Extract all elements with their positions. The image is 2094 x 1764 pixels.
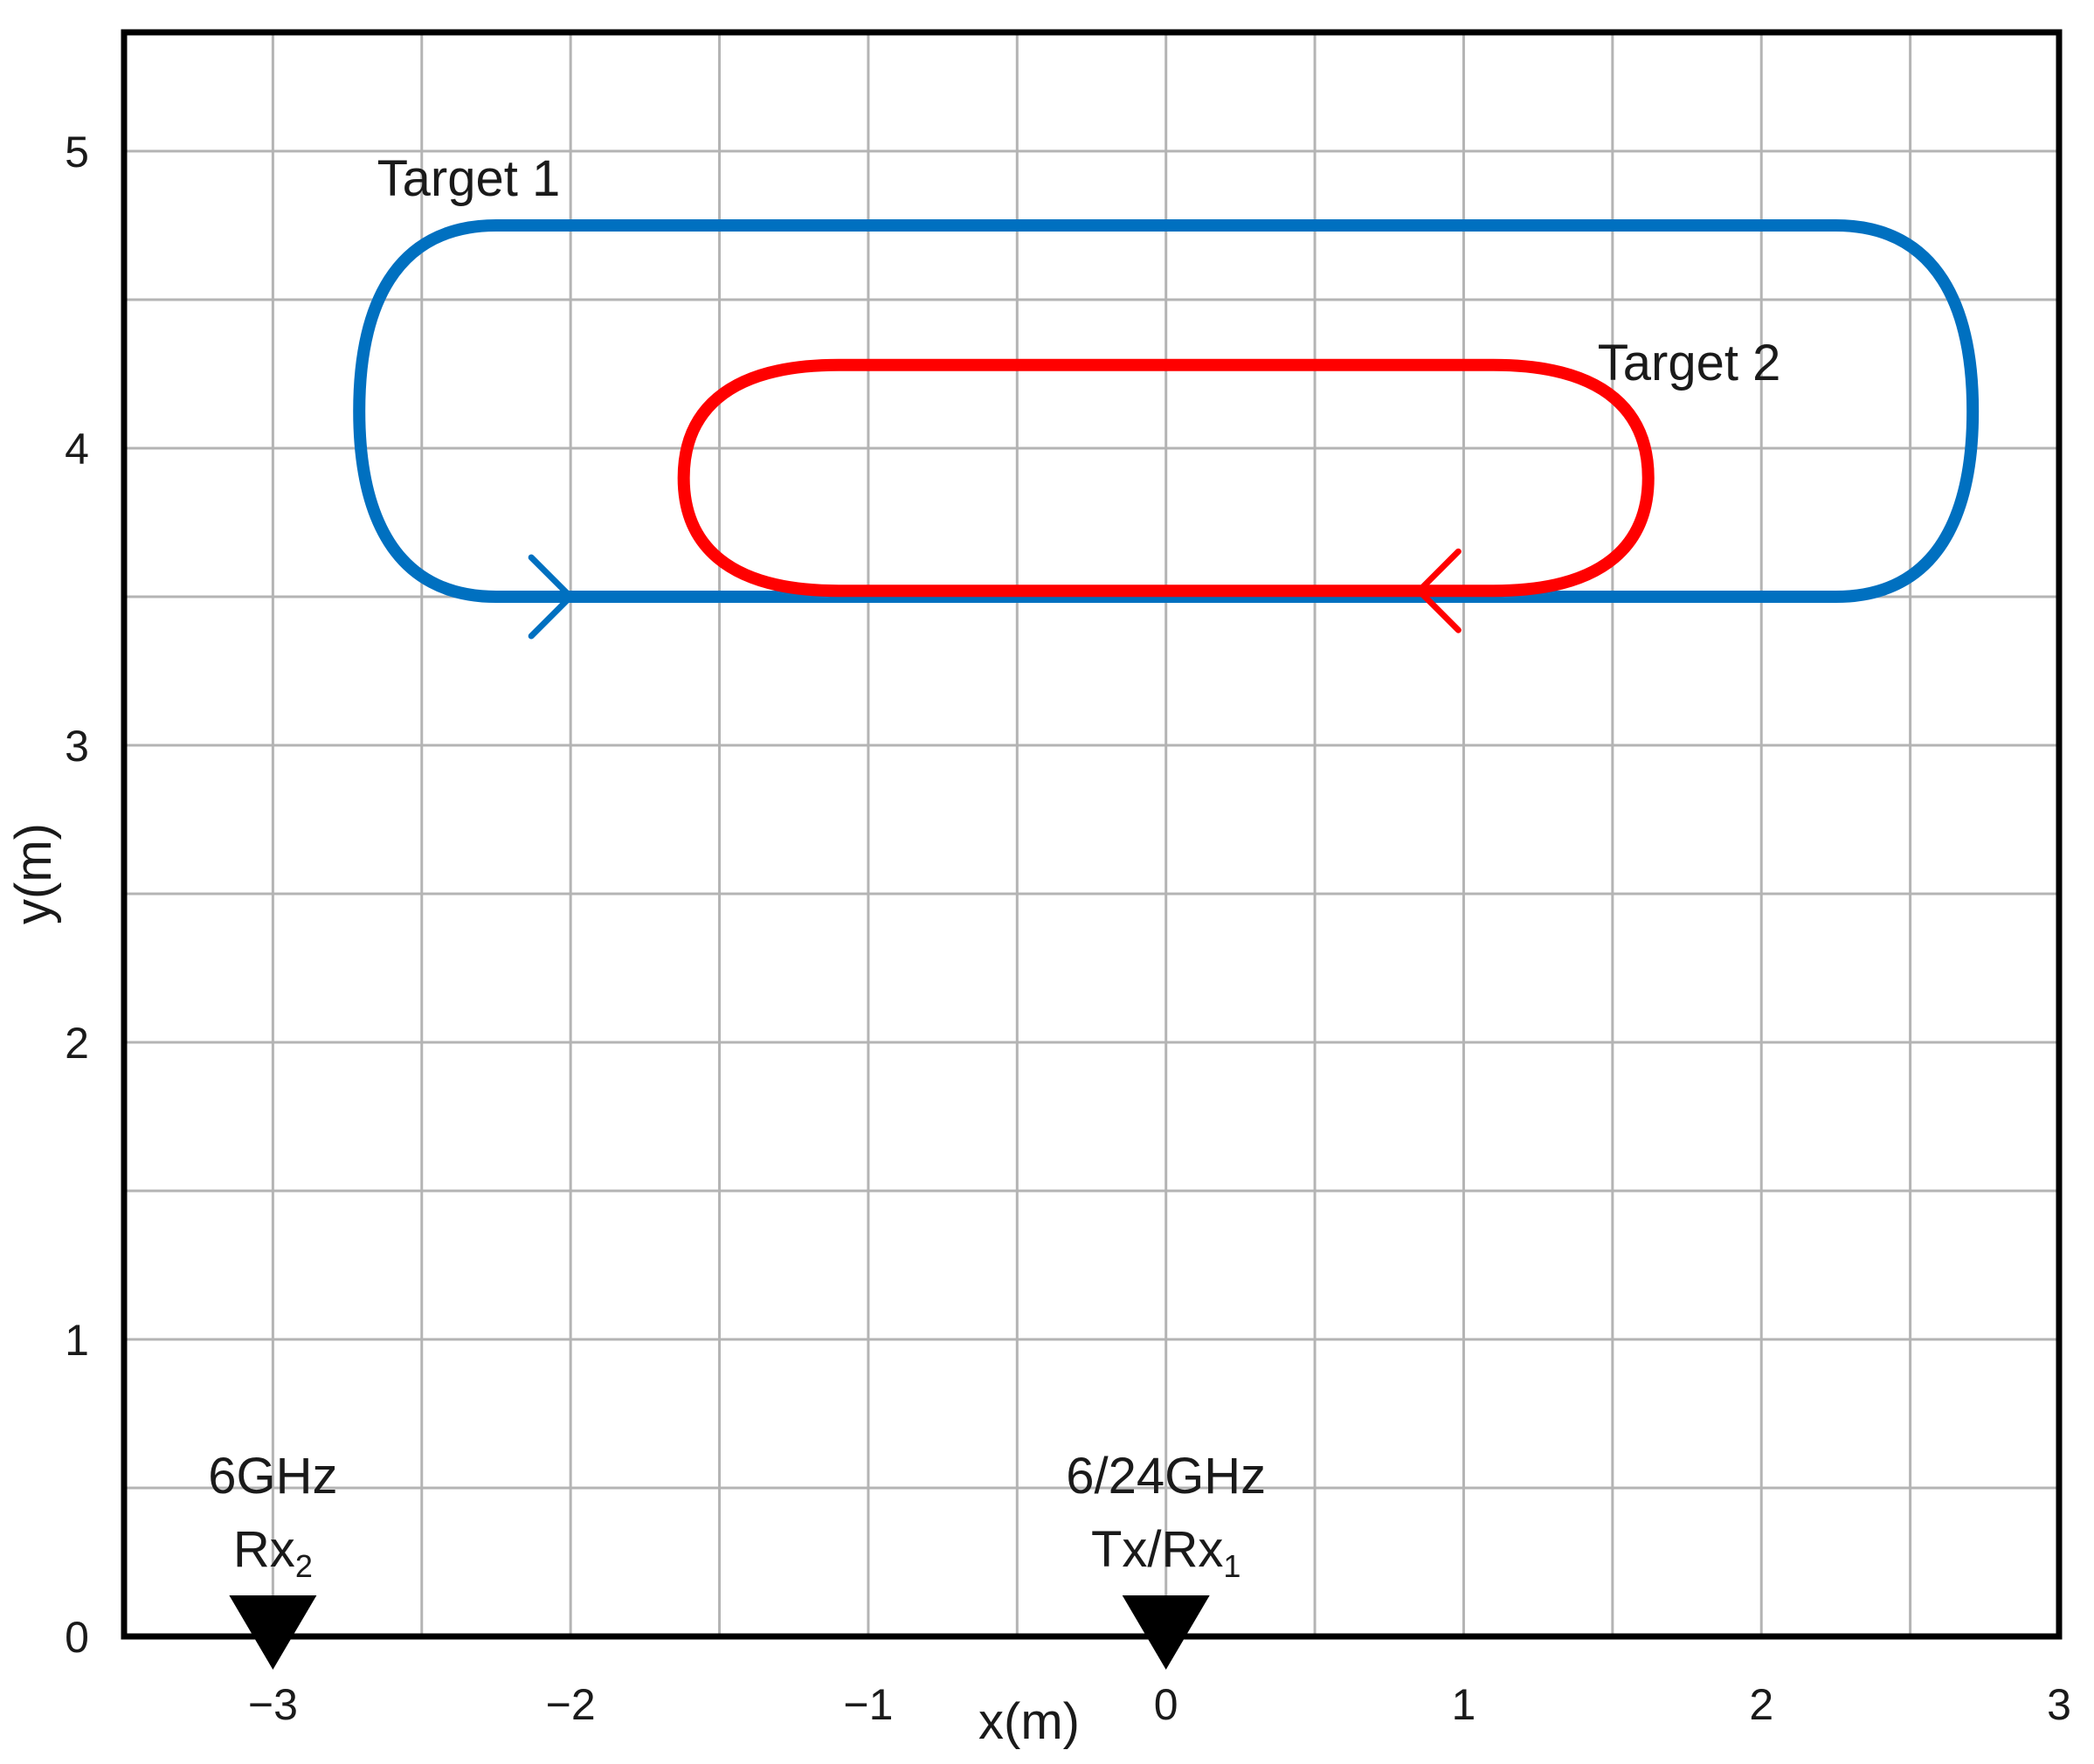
y-tick-label: 1 <box>65 1316 89 1365</box>
antenna-role-label: Tx/Rx1 <box>1091 1521 1241 1584</box>
antenna-marker-icon <box>1122 1595 1210 1670</box>
antenna-marker-icon <box>229 1595 317 1670</box>
x-tick-label: 2 <box>1749 1680 1773 1729</box>
y-tick-label: 5 <box>65 128 89 176</box>
grid <box>122 32 2061 1638</box>
x-tick-label: 0 <box>1154 1680 1178 1729</box>
y-tick-label: 0 <box>65 1613 89 1662</box>
y-tick-label: 3 <box>65 722 89 771</box>
series-label-target-1: Target 1 <box>377 150 561 207</box>
antenna-role-label: Rx2 <box>233 1521 313 1584</box>
plot-frame <box>121 29 2063 1640</box>
x-tick-label: −3 <box>248 1680 298 1729</box>
x-tick-label: 1 <box>1452 1680 1476 1729</box>
series-labels: Target 1 Target 2 <box>377 150 1781 391</box>
y-tick-label: 4 <box>65 425 89 474</box>
antenna-role-subscript: 2 <box>295 1548 313 1584</box>
y-axis-label: y(m) <box>5 823 62 924</box>
plot-border <box>121 29 2063 1640</box>
series-layer <box>353 219 1980 640</box>
direction-arrow-target-2 <box>1414 548 1462 633</box>
x-tick-label: −1 <box>843 1680 893 1729</box>
x-tick-label: 3 <box>2047 1680 2071 1729</box>
direction-arrow-target-1 <box>528 554 576 640</box>
antenna-band-label: 6GHz <box>208 1448 337 1505</box>
series-line-target-2 <box>677 358 1655 598</box>
series-label-target-2: Target 2 <box>1598 335 1781 391</box>
x-axis-label: x(m) <box>978 1693 1080 1750</box>
series-line-target-1 <box>353 219 1980 603</box>
x-tick-label: −2 <box>546 1680 596 1729</box>
antenna-role-main: Tx/Rx <box>1091 1521 1223 1578</box>
antenna-role-main: Rx <box>233 1521 295 1578</box>
y-tick-label: 2 <box>65 1019 89 1068</box>
marker-layer: 6GHz Rx2 6/24GHz Tx/Rx1 <box>208 1448 1266 1670</box>
tick-labels: −3 −2 −1 0 1 2 3 0 1 2 3 4 5 <box>65 128 2071 1729</box>
antenna-role-subscript: 1 <box>1223 1548 1241 1584</box>
antenna-band-label: 6/24GHz <box>1066 1448 1266 1505</box>
